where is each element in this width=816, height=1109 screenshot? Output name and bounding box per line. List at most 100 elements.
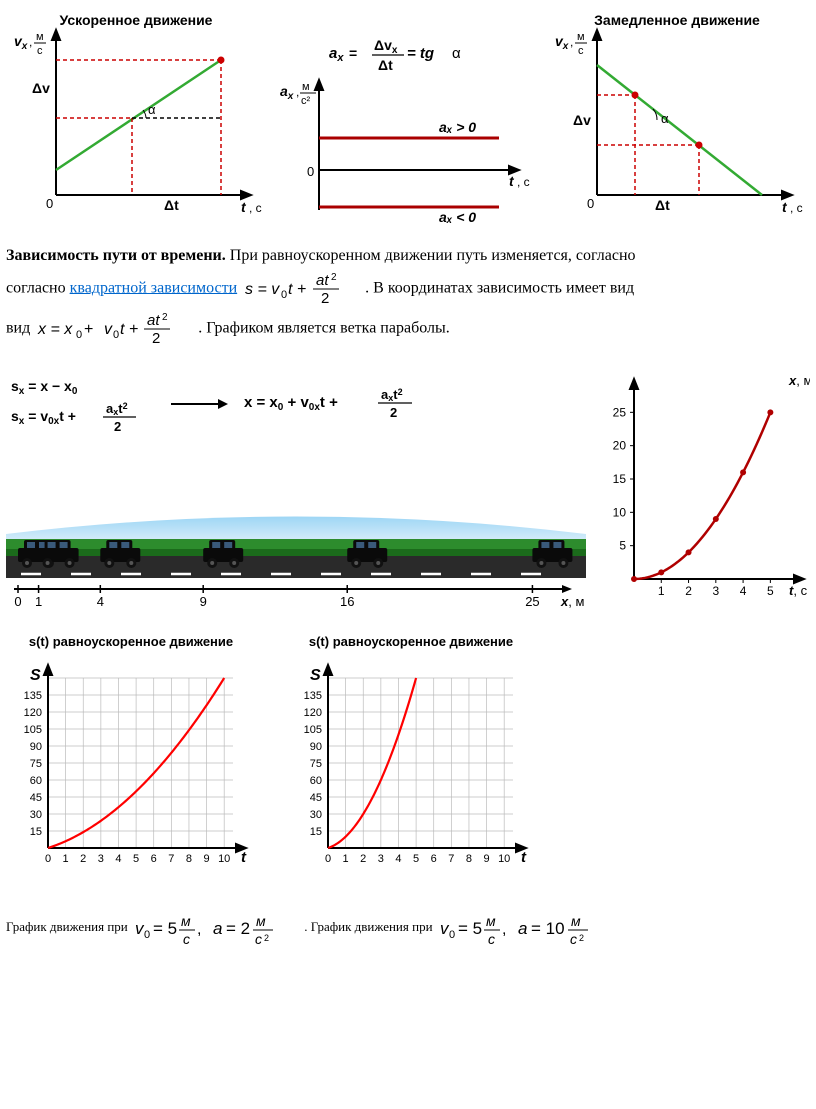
mid-left-col: sx = x − x0 sx = v0xt + axt2 2 x = x0 + … (6, 369, 586, 614)
accelerated-motion-graph: Ускоренное движение 0 vx , м с t , с (6, 10, 266, 220)
svg-text:,: , (570, 35, 573, 49)
svg-text:2: 2 (80, 853, 86, 865)
svg-text:, с: , с (790, 201, 803, 215)
svg-text:м: м (486, 913, 496, 929)
svg-text:6: 6 (431, 853, 437, 865)
graph2-pt2 (696, 142, 703, 149)
xt-yticks: 510152025 (613, 405, 634, 552)
svg-text:4: 4 (740, 584, 747, 598)
ax-axes (315, 80, 519, 210)
svg-text:8: 8 (186, 853, 192, 865)
graph2-velocity-line (597, 65, 762, 195)
svg-text:с: с (183, 931, 190, 947)
svg-text:4: 4 (395, 853, 401, 865)
svg-text:x = x: x = x (37, 321, 73, 338)
ax-xlabel: t , с (509, 173, 530, 189)
decelerated-motion-graph: Замедленное движение 0 vx , м с t , с (547, 10, 807, 220)
svg-text:,: , (502, 921, 506, 938)
svg-text:, с: , с (249, 201, 262, 215)
svg-text:2: 2 (579, 933, 584, 943)
graph1-velocity-line (56, 60, 221, 170)
sx-formula-block: sx = x − x0 sx = v0xt + axt2 2 x = x0 + … (6, 369, 476, 439)
graph1-dt: Δt (164, 197, 179, 213)
svg-text:15: 15 (613, 472, 627, 486)
svg-text:, с: , с (517, 175, 530, 189)
svg-text:0: 0 (45, 853, 51, 865)
graph1-xlabel: t , с (241, 199, 262, 215)
graph2-dv: Δv (573, 112, 591, 128)
para-bold: Зависимость пути от времени. (6, 247, 226, 264)
para-t3: . Графиком является ветка параболы. (198, 319, 449, 336)
svg-text:75: 75 (310, 758, 322, 770)
svg-text:3: 3 (378, 853, 384, 865)
svg-text:с: с (255, 931, 262, 947)
graph1-ylabel: vx , м с (14, 31, 46, 57)
svg-text:м: м (256, 913, 266, 929)
road (6, 556, 586, 578)
acceleration-formula-graph: ax = Δvx Δt = tg α 0 ax , м с² t , с (274, 10, 539, 225)
para-t1b: согласно (6, 279, 70, 296)
svg-text:20: 20 (613, 438, 627, 452)
graph2-origin: 0 (587, 196, 594, 211)
svg-text:90: 90 (30, 741, 42, 753)
formula-x-svg: x = x 0 + v 0 t + at 2 2 (34, 309, 194, 349)
svg-text:16: 16 (340, 594, 354, 609)
svg-text:2: 2 (331, 272, 337, 283)
svg-text:8: 8 (466, 853, 472, 865)
mid-row: sx = x − x0 sx = v0xt + axt2 2 x = x0 + … (6, 369, 810, 614)
svg-text:10: 10 (498, 853, 510, 865)
svg-text:0: 0 (325, 853, 331, 865)
svg-text:= 2: = 2 (226, 919, 250, 938)
svg-text:45: 45 (310, 792, 322, 804)
quadratic-link[interactable]: квадратной зависимости (70, 279, 238, 296)
svg-text:90: 90 (310, 741, 322, 753)
xt-ylabel: x, м (788, 373, 810, 388)
svg-text:1: 1 (343, 853, 349, 865)
bottom-caption: График движения при v 0 = 5 м с , a = 2 … (6, 908, 810, 948)
path-time-paragraph: Зависимость пути от времени. При равноус… (6, 243, 810, 349)
svg-text:0: 0 (449, 929, 455, 941)
svg-text:м: м (181, 913, 191, 929)
svg-text:60: 60 (30, 775, 42, 787)
svg-text:25: 25 (525, 594, 539, 609)
svg-text:4: 4 (115, 853, 121, 865)
svg-text:5: 5 (133, 853, 139, 865)
svg-text:2: 2 (360, 853, 366, 865)
svg-text:axt2: axt2 (381, 387, 403, 403)
svg-text:S: S (310, 667, 321, 684)
svg-text:45: 45 (30, 792, 42, 804)
svg-text:с²: с² (301, 95, 311, 107)
st-chart-1-wrap: s(t) равноускоренное движение 1530456075… (6, 634, 256, 878)
graph2-title: Замедленное движение (594, 12, 760, 28)
svg-text:4: 4 (97, 594, 104, 609)
svg-text:25: 25 (613, 405, 627, 419)
svg-text:,: , (296, 85, 299, 99)
svg-text:= 5: = 5 (458, 919, 482, 938)
svg-text:6: 6 (151, 853, 157, 865)
svg-text:2: 2 (152, 330, 160, 347)
svg-text:,: , (29, 35, 32, 49)
svg-text:= 5: = 5 (153, 919, 177, 938)
svg-text:10: 10 (613, 505, 627, 519)
ax-neg-label: aₓ < 0 (439, 209, 476, 225)
svg-text:5: 5 (767, 584, 774, 598)
graph2-pt1 (632, 92, 639, 99)
svg-text:Δt: Δt (378, 57, 393, 73)
svg-text:ax: ax (280, 83, 294, 102)
svg-text:2: 2 (264, 933, 269, 943)
svg-text:t: t (241, 849, 247, 866)
svg-text:2: 2 (685, 584, 692, 598)
svg-text:м: м (577, 31, 585, 43)
svg-text:9: 9 (484, 853, 490, 865)
st2-title: s(t) равноускоренное движение (286, 634, 536, 649)
svg-text:с: с (488, 931, 495, 947)
ax-ylabel: ax , м с² (280, 81, 316, 107)
svg-text:t +: t + (288, 281, 306, 298)
svg-text:0: 0 (281, 289, 287, 301)
cap-t1: График движения при (6, 919, 131, 934)
st-chart-1: 153045607590105120135012345678910St (6, 653, 256, 873)
svg-text:9: 9 (200, 594, 207, 609)
svg-text:75: 75 (30, 758, 42, 770)
svg-text:t: t (241, 199, 247, 215)
svg-text:a: a (213, 919, 222, 938)
